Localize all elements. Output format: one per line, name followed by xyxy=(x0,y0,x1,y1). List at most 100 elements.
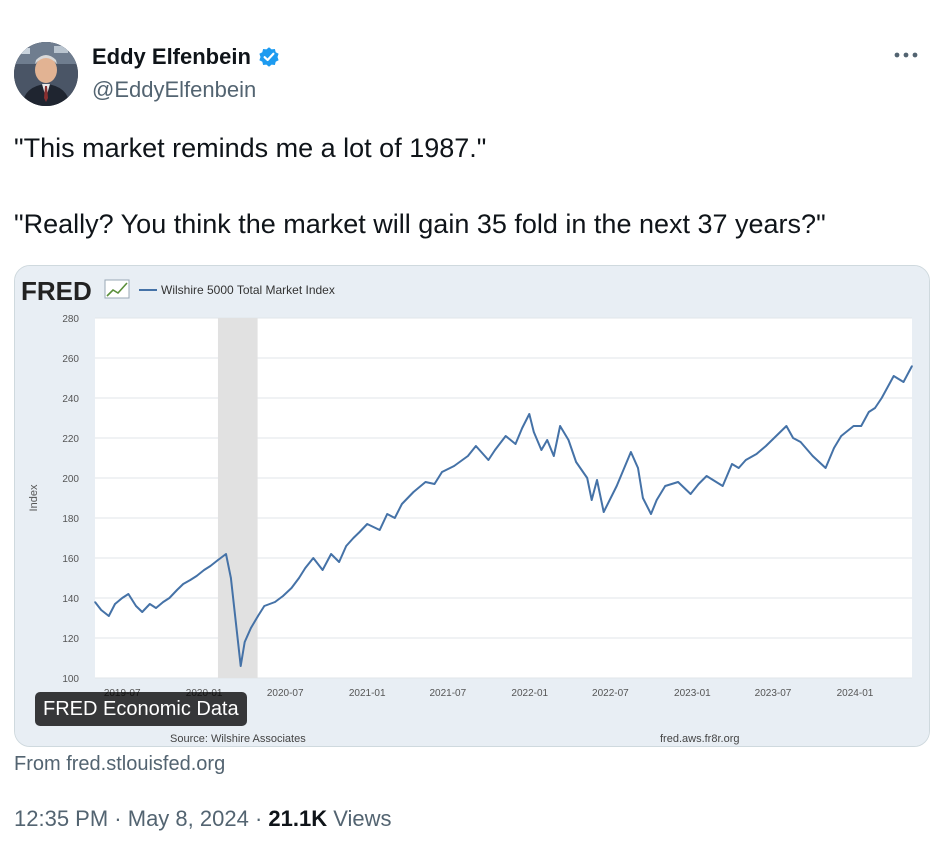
from-source-link[interactable]: From fred.stlouisfed.org xyxy=(14,753,226,775)
avatar-photo xyxy=(14,42,78,106)
author-name-row[interactable]: Eddy Elfenbein xyxy=(92,44,281,70)
data-point xyxy=(902,381,905,383)
data-point xyxy=(230,577,232,579)
y-tick-label: 280 xyxy=(62,314,79,325)
data-point xyxy=(257,615,259,617)
data-point xyxy=(298,577,300,579)
data-point xyxy=(225,553,227,555)
data-point xyxy=(615,485,618,487)
data-point xyxy=(811,455,814,457)
verified-badge-icon xyxy=(259,47,279,67)
x-tick-label: 2022-07 xyxy=(592,688,629,699)
fred-logo-text: FRED xyxy=(21,276,92,306)
data-point xyxy=(540,449,543,451)
x-tick-label: 2021-07 xyxy=(429,688,466,699)
data-point xyxy=(494,449,496,451)
data-point xyxy=(655,499,658,501)
source-label: Source: Wilshire Associates xyxy=(170,733,306,745)
data-point xyxy=(602,511,605,513)
data-point xyxy=(304,567,307,569)
author-name[interactable]: Eddy Elfenbein xyxy=(92,44,251,69)
data-point xyxy=(467,455,469,457)
data-point xyxy=(755,453,758,455)
data-point xyxy=(433,483,436,485)
data-point xyxy=(141,611,144,613)
meta-separator: · xyxy=(114,806,122,831)
data-point xyxy=(528,413,531,415)
data-point xyxy=(263,605,266,607)
data-point xyxy=(504,435,507,437)
fred-chart: FRED Wilshire 5000 Total Market Index 10… xyxy=(15,266,929,746)
x-tick-label: 2024-01 xyxy=(837,688,874,699)
data-point xyxy=(321,569,324,571)
data-point xyxy=(642,497,644,499)
data-point xyxy=(731,463,733,465)
data-point xyxy=(330,553,332,555)
data-point xyxy=(553,455,555,457)
data-point xyxy=(290,587,293,589)
more-options-button[interactable] xyxy=(888,40,924,70)
data-point xyxy=(867,411,870,413)
data-point xyxy=(217,559,219,561)
more-dots-icon xyxy=(894,52,918,58)
data-point xyxy=(412,491,415,493)
data-point xyxy=(475,445,477,447)
data-point xyxy=(274,601,276,603)
data-point xyxy=(650,513,652,515)
tweet-time[interactable]: 12:35 PM xyxy=(14,806,109,831)
tweet-text-line-1: "This market reminds me a lot of 1987." xyxy=(14,133,487,163)
data-point xyxy=(312,557,315,559)
data-point xyxy=(282,595,284,597)
data-point xyxy=(892,375,895,377)
tweet-text-line-2: "Really? You think the market will gain … xyxy=(14,209,826,239)
x-tick-label: 2021-01 xyxy=(349,688,386,699)
data-point xyxy=(378,529,381,531)
fred-logo: FRED xyxy=(21,276,130,306)
data-point xyxy=(352,537,355,539)
data-point xyxy=(94,601,96,603)
tweet-date[interactable]: May 8, 2024 xyxy=(127,806,249,831)
data-point xyxy=(677,481,679,483)
data-point xyxy=(874,407,876,409)
data-point xyxy=(911,365,913,367)
data-point xyxy=(394,517,396,519)
chart-card[interactable]: FRED Wilshire 5000 Total Market Index 10… xyxy=(14,265,930,747)
data-point xyxy=(880,397,883,399)
data-point xyxy=(590,499,593,501)
x-tick-label: 2020-07 xyxy=(267,688,304,699)
data-point xyxy=(176,589,178,591)
data-point xyxy=(162,601,164,603)
avatar[interactable] xyxy=(14,42,78,106)
legend-label: Wilshire 5000 Total Market Index xyxy=(161,283,335,297)
data-point xyxy=(721,485,724,487)
y-tick-label: 100 xyxy=(62,674,79,685)
data-point xyxy=(209,565,212,567)
y-tick-label: 240 xyxy=(62,394,79,405)
url-label: fred.aws.fr8r.org xyxy=(660,733,739,745)
views-count: 21.1K xyxy=(268,806,328,831)
x-tick-label: 2022-01 xyxy=(511,688,548,699)
y-tick-label: 160 xyxy=(62,554,79,565)
data-point xyxy=(824,467,827,469)
y-tick-label: 120 xyxy=(62,634,79,645)
y-tick-label: 260 xyxy=(62,354,79,365)
data-point xyxy=(630,451,632,453)
data-point xyxy=(737,467,740,469)
data-point xyxy=(114,603,116,605)
data-point xyxy=(100,609,103,611)
plot-area xyxy=(95,318,912,678)
data-point xyxy=(852,425,855,427)
recession-band xyxy=(217,318,258,678)
data-point xyxy=(514,443,517,445)
data-point xyxy=(386,513,389,515)
data-point xyxy=(521,427,524,429)
data-point xyxy=(487,459,490,461)
data-point xyxy=(705,475,708,477)
author-handle[interactable]: @EddyElfenbein xyxy=(92,77,257,102)
data-point xyxy=(189,579,192,581)
data-point xyxy=(689,493,692,495)
data-point xyxy=(441,471,443,473)
data-point xyxy=(121,597,123,599)
data-point xyxy=(148,603,151,605)
data-point xyxy=(453,465,455,467)
